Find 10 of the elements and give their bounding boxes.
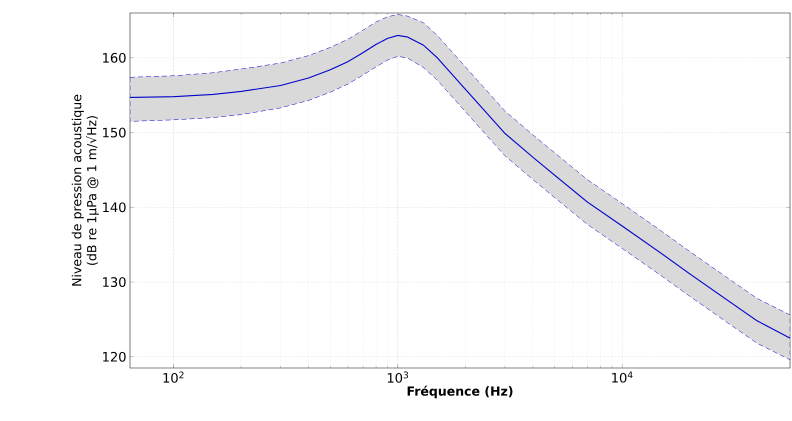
x-axis-title: Fréquence (Hz) <box>408 386 512 398</box>
y-axis-title: Niveau de pression acoustique (dB re 1µPa @ 1 m/√Hz) <box>72 94 99 286</box>
x-tick-label: 10$^{3}$ <box>388 372 408 383</box>
y-tick-label: 150 <box>103 128 126 138</box>
y-tick-label: 160 <box>103 52 126 63</box>
x-tick-label: 10$^{2}$ <box>164 372 184 383</box>
y-tick-label: 130 <box>103 277 126 287</box>
y-tick-label: 140 <box>103 202 126 212</box>
x-tick-label: 10$^{4}$ <box>612 372 633 383</box>
y-tick-label: 120 <box>103 352 126 362</box>
